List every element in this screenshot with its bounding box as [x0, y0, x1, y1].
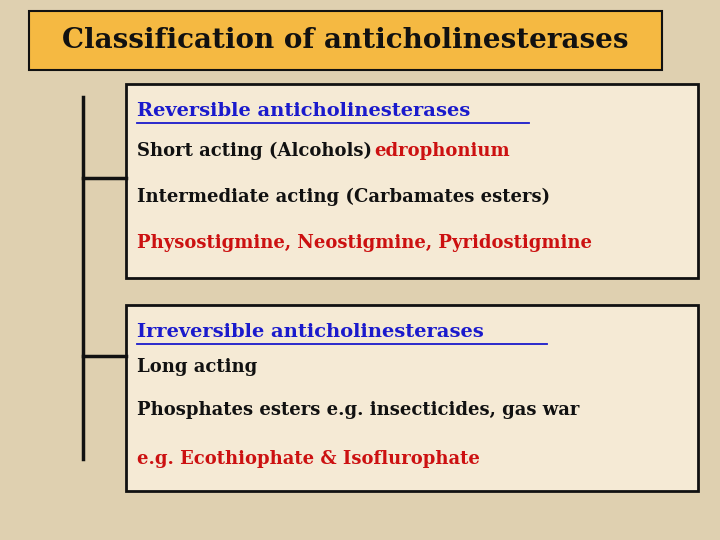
Text: Short acting (Alcohols): Short acting (Alcohols)	[137, 142, 378, 160]
Text: edrophonium: edrophonium	[374, 142, 510, 160]
Text: Irreversible anticholinesterases: Irreversible anticholinesterases	[137, 323, 484, 341]
Bar	[126, 84, 698, 278]
Text: Reversible anticholinesterases: Reversible anticholinesterases	[137, 102, 470, 120]
Text: Phosphates esters e.g. insecticides, gas war: Phosphates esters e.g. insecticides, gas…	[137, 401, 579, 420]
Text: Classification of anticholinesterases: Classification of anticholinesterases	[63, 27, 629, 54]
Text: Long acting: Long acting	[137, 358, 257, 376]
Bar	[29, 11, 662, 70]
Text: e.g. Ecothiophate & Isoflurophate: e.g. Ecothiophate & Isoflurophate	[137, 450, 480, 468]
Bar	[126, 305, 698, 491]
Text: Physostigmine, Neostigmine, Pyridostigmine: Physostigmine, Neostigmine, Pyridostigmi…	[137, 234, 592, 252]
Text: Intermediate acting (Carbamates esters): Intermediate acting (Carbamates esters)	[137, 188, 550, 206]
